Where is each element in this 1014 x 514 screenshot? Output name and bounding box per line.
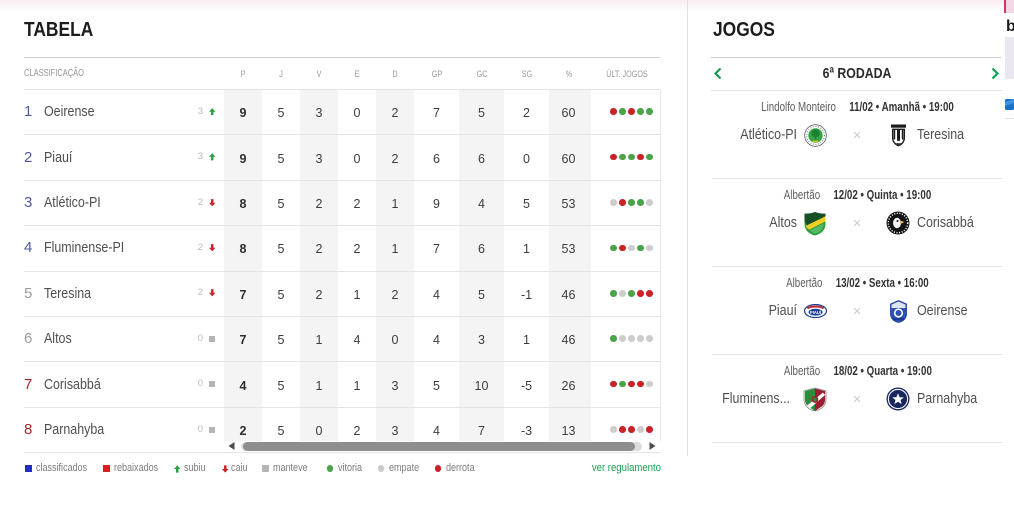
svg-text:PIAUÍ: PIAUÍ xyxy=(809,310,821,315)
